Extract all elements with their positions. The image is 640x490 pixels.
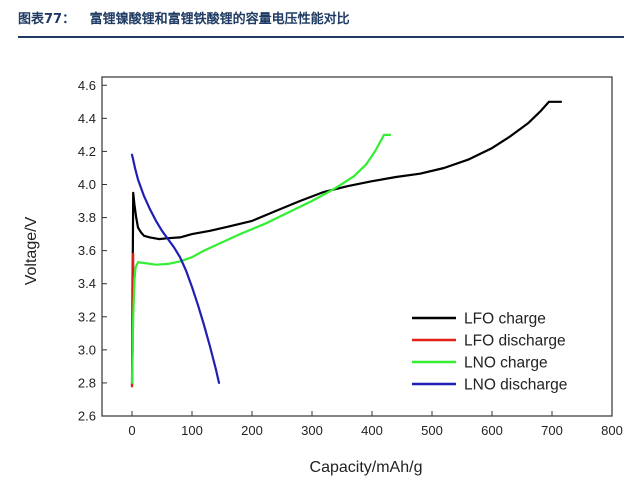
series-line-lno-charge (130, 133, 392, 384)
figure-caption: 图表77： 富锂镍酸锂和富锂铁酸锂的容量电压性能对比 (18, 6, 624, 34)
x-tick-label: 700 (541, 423, 563, 438)
x-axis-ticks: 0 100 200 300 400 500 600 700 800 (128, 411, 623, 438)
y-tick-label: 3.0 (78, 342, 96, 357)
legend-label-lfo-charge: LFO charge (464, 311, 546, 328)
legend: LFO charge LFO discharge LNO charge LNO dis… (412, 311, 567, 394)
x-tick-label: 0 (128, 423, 135, 438)
x-tick-label: 300 (301, 423, 323, 438)
y-axis-label: Voltage/V (23, 216, 40, 285)
x-tick-label: 800 (601, 423, 623, 438)
y-tick-label: 3.2 (78, 309, 96, 324)
y-tick-label: 3.4 (78, 276, 96, 291)
x-axis-label: Capacity/mAh/g (310, 459, 423, 476)
x-tick-label: 600 (481, 423, 503, 438)
y-tick-label: 4.2 (78, 144, 96, 159)
series-layer (130, 100, 563, 388)
x-tick-label: 100 (181, 423, 203, 438)
x-tick-label: 400 (361, 423, 383, 438)
figure-title: 富锂镍酸锂和富锂铁酸锂的容量电压性能对比 (89, 12, 350, 27)
y-tick-label: 3.6 (78, 243, 96, 258)
y-tick-label: 4.6 (78, 78, 96, 93)
plot-border (101, 76, 613, 417)
caption-rule (18, 36, 624, 38)
x-tick-label: 200 (241, 423, 263, 438)
y-tick-label: 4.4 (78, 111, 96, 126)
plot-frame (101, 76, 613, 417)
series-line-lno-discharge (130, 153, 221, 384)
y-tick-label: 3.8 (78, 210, 96, 225)
x-tick-label: 500 (421, 423, 443, 438)
legend-label-lno-discharge: LNO discharge (464, 377, 567, 394)
y-axis-ticks: 2.6 2.8 3.0 3.2 3.4 3.6 3.8 4.0 4.2 4.4 4.6 (78, 78, 107, 424)
figure-number: 图表77： (18, 12, 76, 27)
legend-label-lno-charge: LNO charge (464, 355, 548, 372)
legend-label-lfo-discharge: LFO discharge (464, 333, 566, 350)
y-tick-label: 2.6 (78, 409, 96, 424)
y-tick-label: 2.8 (78, 375, 96, 390)
y-tick-label: 4.0 (78, 177, 96, 192)
series-line-lfo-charge (130, 100, 563, 388)
